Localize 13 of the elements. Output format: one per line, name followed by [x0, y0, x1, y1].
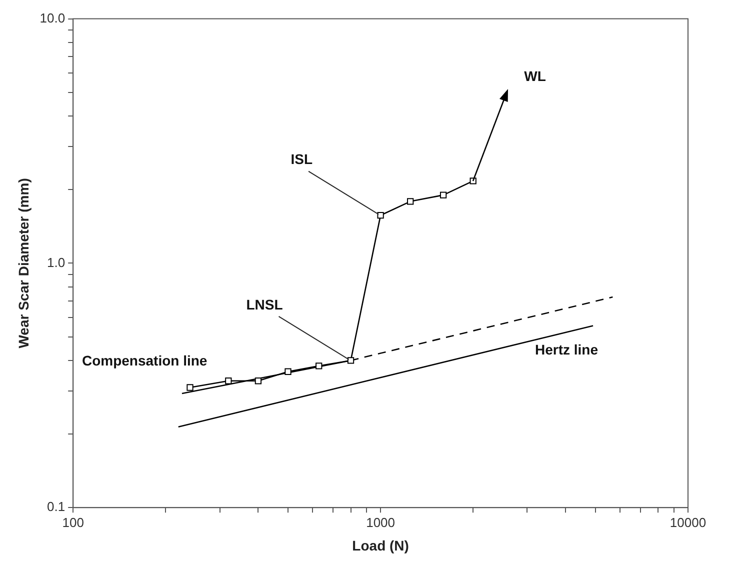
y-tick-label: 10.0 [40, 10, 66, 26]
annotation: ISL [290, 151, 313, 168]
x-tick-label: 10000 [670, 514, 706, 530]
x-tick-label: 1000 [366, 514, 396, 530]
x-axis-title: Load (N) [352, 537, 409, 554]
annotation: WL [524, 68, 546, 84]
series-label: Compensation line [82, 352, 208, 368]
series-label: Hertz line [535, 342, 598, 358]
y-tick-label: 1.0 [47, 254, 66, 270]
annotation: LNSL [246, 296, 284, 312]
y-axis-title: Wear Scar Diameter (mm) [15, 178, 32, 348]
y-tick-label: 0.1 [47, 499, 66, 514]
x-tick-label: 100 [62, 514, 84, 530]
